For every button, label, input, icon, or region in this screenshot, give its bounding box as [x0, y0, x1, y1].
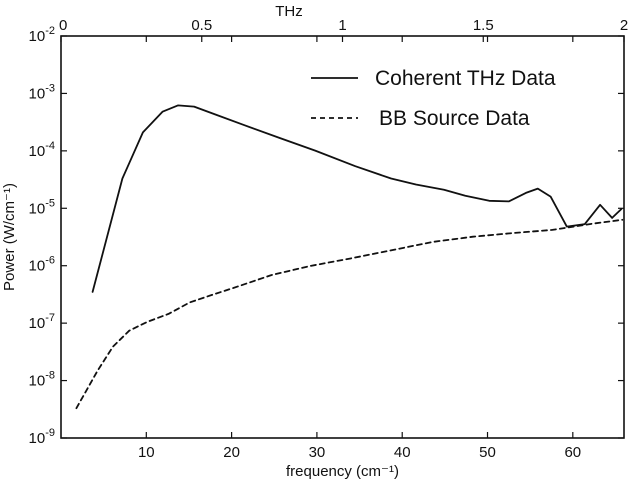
top-tick-label: 2 — [620, 17, 628, 34]
top-tick-label: 1.5 — [473, 17, 494, 34]
y-tick-exponent: -8 — [45, 370, 55, 382]
y-tick-label: 10-6 — [29, 255, 55, 275]
y-tick-exponent: -3 — [45, 82, 55, 94]
x-tick-label: 50 — [479, 444, 496, 461]
y-tick-exponent: -5 — [45, 197, 55, 209]
legend: Coherent THz Data BB Source Data — [311, 67, 556, 130]
top-tick-label: 0 — [59, 17, 67, 34]
y-tick-base: 10 — [29, 258, 46, 275]
x-tick-label: 10 — [138, 444, 155, 461]
y-tick-label: 10-9 — [29, 427, 55, 447]
x-tick-label: 40 — [394, 444, 411, 461]
y-tick-exponent: -9 — [45, 427, 55, 439]
top-tick-label: 0.5 — [191, 17, 212, 34]
y-tick-base: 10 — [29, 373, 46, 390]
plot-area — [60, 35, 625, 439]
top-axis-title: THz — [275, 3, 303, 20]
y-tick-base: 10 — [29, 143, 46, 160]
x-tick-label: 20 — [223, 444, 240, 461]
y-tick-base: 10 — [29, 430, 46, 447]
y-tick-label: 10-3 — [29, 82, 55, 102]
plot-frame — [60, 35, 625, 439]
y-tick-exponent: -6 — [45, 255, 55, 267]
y-axis-title: Power (W/cm⁻¹) — [1, 183, 18, 291]
axis-ticks: 10 20 30 40 50 600 0.5 1 1.5 210-910-810-710-610-… — [29, 17, 629, 461]
legend-label: BB Source Data — [379, 107, 530, 130]
y-tick-label: 10-2 — [29, 25, 55, 45]
y-tick-exponent: -2 — [45, 25, 55, 37]
y-tick-base: 10 — [29, 28, 46, 45]
y-tick-exponent: -4 — [45, 140, 55, 152]
y-tick-label: 10-4 — [29, 140, 55, 160]
top-tick-label: 1 — [338, 17, 346, 34]
legend-label: Coherent THz Data — [375, 67, 556, 90]
bb-source-series-line — [75, 218, 624, 410]
x-axis-title: frequency (cm⁻¹) — [286, 463, 399, 480]
y-tick-exponent: -7 — [45, 312, 55, 324]
y-tick-label: 10-7 — [29, 312, 55, 332]
coherent-thz-series-line — [91, 104, 623, 293]
y-tick-base: 10 — [29, 85, 46, 102]
y-tick-label: 10-5 — [29, 197, 55, 217]
series-layer — [75, 104, 624, 410]
y-tick-label: 10-8 — [29, 370, 55, 390]
x-tick-label: 30 — [309, 444, 326, 461]
y-tick-base: 10 — [29, 315, 46, 332]
y-tick-base: 10 — [29, 200, 46, 217]
x-tick-label: 60 — [564, 444, 581, 461]
